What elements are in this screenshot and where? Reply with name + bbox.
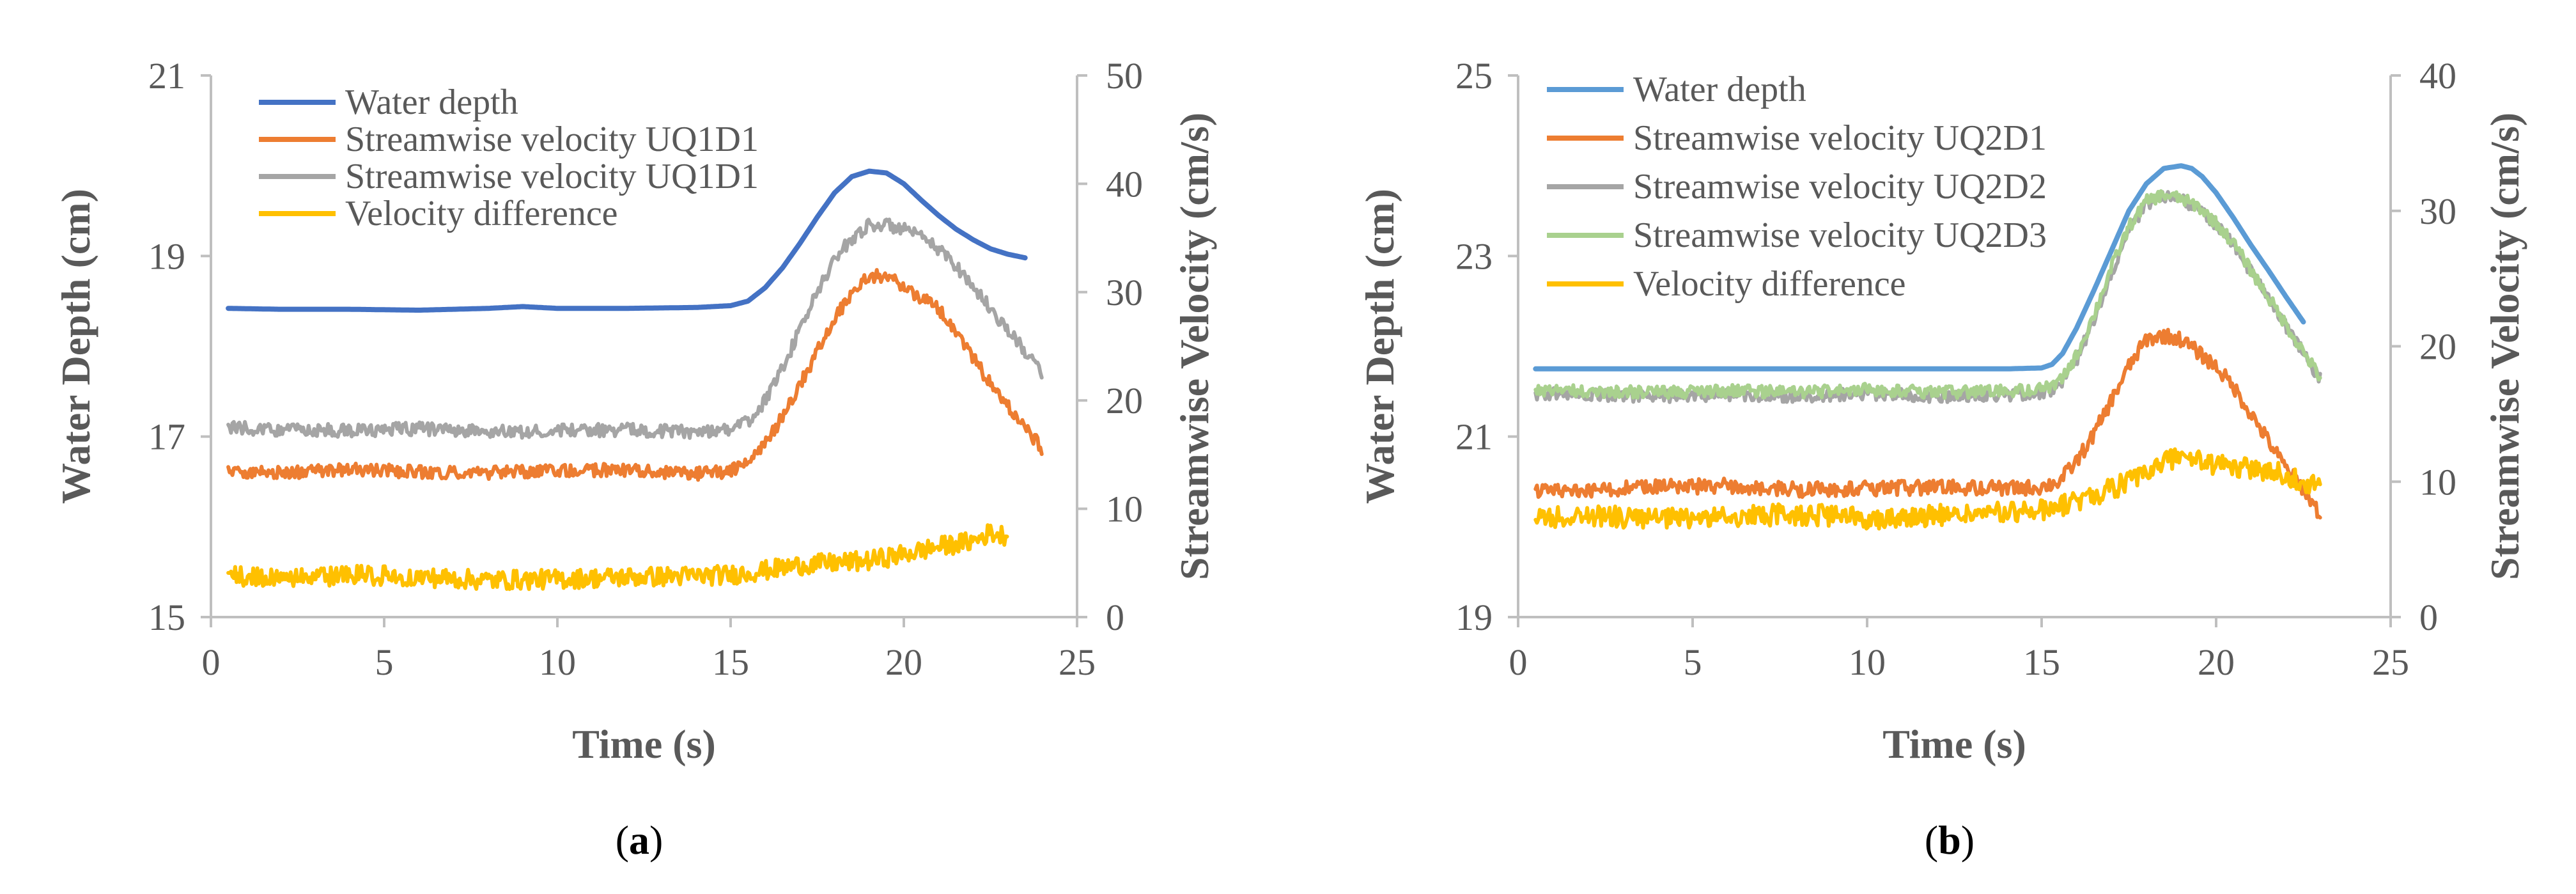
- y-tick-label: 15: [148, 597, 185, 638]
- x-tick-label: 20: [2198, 641, 2235, 683]
- x-tick-label: 5: [375, 641, 394, 683]
- y2-tick-label: 10: [2419, 461, 2456, 503]
- x-tick-label: 25: [2372, 641, 2409, 683]
- y2-tick-label: 30: [1106, 272, 1143, 313]
- y2-axis-title: Streamwise Velocity (cm/s): [1172, 113, 1217, 580]
- series-line: [1533, 447, 2322, 531]
- panel-label: (b): [1925, 817, 1975, 863]
- y2-tick-label: 20: [1106, 380, 1143, 421]
- y-tick-label: 19: [1455, 597, 1493, 638]
- y-tick-label: 21: [1455, 416, 1493, 458]
- legend-entry: Streamwise velocity UQ1D1: [345, 120, 759, 159]
- y-axis-title: Water Depth (cm): [53, 189, 98, 504]
- series-line: [1533, 327, 2322, 520]
- series-line: [226, 168, 1028, 313]
- y-tick-label: 17: [148, 416, 185, 458]
- x-tick-label: 20: [885, 641, 922, 683]
- x-axis-title: Time (s): [572, 721, 716, 767]
- legend-entry: Velocity difference: [345, 194, 618, 233]
- y2-tick-label: 50: [1106, 55, 1143, 97]
- x-tick-label: 5: [1684, 641, 1702, 683]
- y2-tick-label: 10: [1106, 489, 1143, 530]
- legend-entry: Streamwise velocity UQ2D1: [1633, 118, 2047, 158]
- y2-tick-label: 40: [1106, 163, 1143, 205]
- legend-entry: Streamwise velocity UQ2D2: [1633, 167, 2047, 207]
- y2-axis-title: Streamwise Velocity (cm/s): [2482, 113, 2527, 580]
- y-tick-label: 21: [148, 55, 185, 97]
- y2-tick-label: 20: [2419, 326, 2456, 368]
- x-tick-label: 0: [202, 641, 221, 683]
- x-tick-label: 10: [539, 641, 576, 683]
- x-tick-label: 10: [1849, 641, 1886, 683]
- series-line: [1533, 163, 2306, 372]
- x-tick-label: 15: [2023, 641, 2060, 683]
- y2-tick-label: 0: [2419, 597, 2438, 638]
- y-axis-title: Water Depth (cm): [1357, 189, 1402, 504]
- legend-entry: Streamwise velocity UQ2D3: [1633, 216, 2047, 255]
- x-tick-label: 15: [712, 641, 749, 683]
- legend-entry: Streamwise velocity UQ1D1: [345, 157, 759, 196]
- series-line: [226, 523, 1009, 592]
- chart-panel-a: 0 5 10 15 20 25 15 17 19 21 0 10 20 30 40 50 Time (s) Wat…: [53, 55, 1217, 863]
- y-tick-label: 25: [1455, 55, 1493, 97]
- legend-entry: Water depth: [1633, 70, 1806, 109]
- x-tick-label: 25: [1059, 641, 1096, 683]
- y-tick-label: 23: [1455, 235, 1493, 277]
- y2-tick-label: 30: [2419, 191, 2456, 232]
- panel-label: (a): [616, 817, 663, 863]
- series-line: [226, 217, 1044, 440]
- series-line: [1533, 189, 2322, 400]
- y2-tick-label: 40: [2419, 55, 2456, 97]
- legend-entry: Velocity difference: [1633, 264, 1906, 304]
- legend-entry: Water depth: [345, 82, 518, 122]
- y-tick-label: 19: [148, 235, 185, 277]
- x-axis-title: Time (s): [1882, 721, 2026, 767]
- series-line: [226, 268, 1044, 482]
- y2-tick-label: 0: [1106, 597, 1124, 638]
- x-tick-label: 0: [1509, 641, 1528, 683]
